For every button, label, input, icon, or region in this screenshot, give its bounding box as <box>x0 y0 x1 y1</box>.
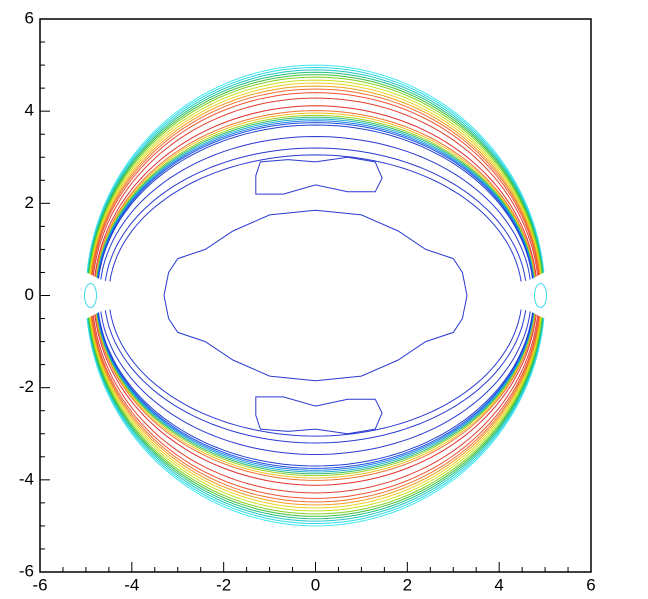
y-tick-label: 4 <box>25 101 34 120</box>
contour-line <box>90 82 541 275</box>
contour-line <box>90 316 541 506</box>
contour-line <box>91 316 540 503</box>
y-tick-label: -6 <box>19 561 34 580</box>
contour-field <box>84 64 547 527</box>
contour-line <box>96 116 535 278</box>
contour-line <box>86 64 545 273</box>
contour-line <box>91 315 540 499</box>
contour-line <box>88 317 543 515</box>
contour-line <box>95 313 536 481</box>
contour-line <box>87 71 544 274</box>
contour-line <box>87 69 544 274</box>
contour-line <box>89 316 542 512</box>
contour-line <box>90 316 541 509</box>
contour-line <box>86 318 545 527</box>
contour-line <box>97 120 534 279</box>
contour-line <box>89 79 542 275</box>
x-tick-label: 6 <box>586 575 595 594</box>
contour-line <box>100 311 531 456</box>
contour-line <box>96 114 535 278</box>
contour-line <box>533 283 547 308</box>
contour-line <box>92 97 539 276</box>
x-tick-label: -2 <box>216 575 231 594</box>
contour-line <box>163 209 468 382</box>
contour-line <box>95 110 536 278</box>
contour-line <box>94 105 537 277</box>
y-tick-label: -4 <box>19 469 34 488</box>
contour-line <box>88 317 543 517</box>
contour-line <box>96 313 535 477</box>
contour-line <box>87 318 544 525</box>
contour-line <box>98 312 533 467</box>
contour-line <box>95 313 536 479</box>
y-tick-label: 0 <box>25 285 34 304</box>
contour-line <box>92 315 539 494</box>
contour-line <box>95 112 536 278</box>
contour-line <box>91 92 540 276</box>
contour-line <box>98 124 533 279</box>
contour-line <box>255 396 383 435</box>
contour-line <box>84 283 98 308</box>
contour-line <box>104 310 527 444</box>
contour-line <box>87 317 544 520</box>
contour-line <box>97 312 534 471</box>
x-tick-label: -4 <box>124 575 139 594</box>
contour-line <box>97 122 534 279</box>
x-tick-label: -6 <box>32 575 47 594</box>
y-tick-label: 6 <box>25 8 34 27</box>
contour-line <box>100 135 531 280</box>
contour-line <box>88 76 543 274</box>
contour-line <box>88 74 543 274</box>
contour-line <box>109 309 522 437</box>
plot-frame <box>39 18 592 573</box>
contour-line <box>96 313 535 473</box>
contour-line <box>96 118 535 278</box>
y-tick-label: -2 <box>19 377 34 396</box>
contour-line <box>94 314 537 486</box>
contour-line <box>96 313 535 475</box>
contour-line <box>91 88 540 275</box>
contour-line <box>87 317 544 522</box>
x-tick-label: 2 <box>403 575 412 594</box>
x-tick-label: 0 <box>311 575 320 594</box>
contour-line <box>255 156 383 195</box>
y-tick-label: 2 <box>25 193 34 212</box>
contour-line <box>104 147 527 281</box>
contour-line <box>87 66 544 273</box>
contour-line <box>90 85 541 275</box>
x-tick-label: 4 <box>494 575 503 594</box>
contour-line <box>97 312 534 469</box>
contour-line <box>109 154 522 282</box>
